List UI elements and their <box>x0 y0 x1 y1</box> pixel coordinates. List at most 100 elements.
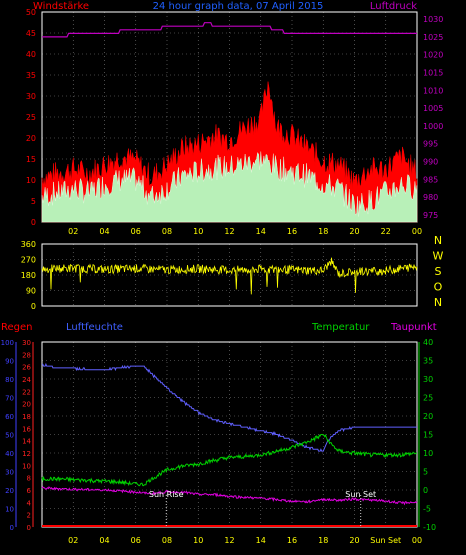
temperature-tick-label: -5 <box>423 505 431 514</box>
panel-frame <box>41 243 418 307</box>
temperature-tick-label: 10 <box>423 449 433 458</box>
rain-tick-label: 4 <box>27 499 32 507</box>
rain-tick-label: 16 <box>22 425 31 433</box>
time-tick-label: 16 <box>287 227 297 236</box>
temperature-tick-label: 30 <box>423 375 433 384</box>
rain-tick-label: 24 <box>22 376 31 384</box>
rain-tick-label: 14 <box>22 438 31 446</box>
temperature-tick-label: -10 <box>423 523 436 532</box>
pressure-tick-label: 1000 <box>423 122 443 131</box>
wind-tick-label: 30 <box>26 92 36 101</box>
pressure-tick-label: 985 <box>423 175 438 184</box>
time-tick-label: 04 <box>99 536 109 545</box>
humidity-tick-label: 30 <box>5 469 14 477</box>
time-tick-label: 12 <box>224 536 234 545</box>
time-tick-label: 16 <box>287 536 297 545</box>
direction-tick-label: 180 <box>21 271 36 280</box>
time-tick-label: 02 <box>68 227 78 236</box>
pressure-tick-label: 1015 <box>423 69 443 78</box>
pressure-tick-label: 980 <box>423 193 438 202</box>
pressure-tick-label: 975 <box>423 211 438 220</box>
wind-average-series <box>41 151 418 223</box>
time-tick-label: 22 <box>381 227 391 236</box>
time-tick-label: 18 <box>318 227 328 236</box>
wind-tick-label: 35 <box>26 71 36 80</box>
time-tick-label: 04 <box>99 227 109 236</box>
humidity-tick-label: 40 <box>5 450 14 458</box>
temperature-tick-label: 35 <box>423 357 433 366</box>
pressure-tick-label: 1025 <box>423 33 443 42</box>
time-tick-label: 20 <box>349 227 359 236</box>
temperature-tick-label: 5 <box>423 468 428 477</box>
dewpoint-legend: Taupunkt <box>390 322 437 333</box>
time-tick-label: 20 <box>349 536 359 545</box>
rain-tick-label: 26 <box>22 364 31 372</box>
time-tick-label: 08 <box>162 227 172 236</box>
wind-tick-label: 10 <box>26 176 36 185</box>
time-tick-label: 00 <box>412 536 422 545</box>
wind-tick-label: 40 <box>26 50 36 59</box>
time-tick-label: 14 <box>256 227 266 236</box>
rain-legend: Regen <box>1 322 33 333</box>
chart-title: 24 hour graph data, 07 April 2015 <box>153 1 324 12</box>
sun-set-label: Sun Set <box>345 490 376 499</box>
temp-humidity-panel: 0102030405060708090100024681012141618202… <box>1 338 436 545</box>
pressure-tick-label: 1030 <box>423 15 443 24</box>
wind-tick-label: 50 <box>26 8 36 17</box>
pressure-tick-label: 1010 <box>423 86 443 95</box>
pressure-tick-label: 1020 <box>423 51 443 60</box>
pressure-tick-label: 995 <box>423 140 438 149</box>
time-tick-label: Sun Set <box>370 536 401 545</box>
wind-tick-label: 45 <box>26 29 36 38</box>
temperature-series <box>41 433 417 487</box>
rain-tick-label: 12 <box>22 450 31 458</box>
wind-pressure-panel: 0510152025303540455097598098599099510001… <box>26 8 444 236</box>
compass-label: N <box>434 296 442 309</box>
humidity-tick-label: 80 <box>5 376 14 384</box>
humidity-tick-label: 70 <box>5 395 14 403</box>
wind-direction-series <box>41 257 418 295</box>
rain-tick-label: 2 <box>27 512 31 520</box>
rain-tick-label: 6 <box>27 487 32 495</box>
time-tick-label: 06 <box>131 536 141 545</box>
rain-tick-label: 8 <box>27 475 31 483</box>
rain-tick-label: 0 <box>27 524 31 532</box>
temperature-legend: Temperatur <box>311 322 370 333</box>
temperature-tick-label: 0 <box>423 486 428 495</box>
wind-tick-label: 0 <box>31 218 36 227</box>
rain-tick-label: 28 <box>22 351 31 359</box>
humidity-tick-label: 20 <box>5 487 14 495</box>
wind-axis-title: Windstärke <box>33 1 89 12</box>
humidity-series <box>42 362 417 452</box>
compass-label: S <box>435 265 442 278</box>
compass-label: N <box>434 234 442 247</box>
time-tick-label: 06 <box>131 227 141 236</box>
time-tick-label: 10 <box>193 227 203 236</box>
time-tick-label: 14 <box>256 536 266 545</box>
dewpoint-series <box>41 486 418 506</box>
direction-tick-label: 270 <box>21 256 36 265</box>
pressure-tick-label: 990 <box>423 157 438 166</box>
time-tick-label: 12 <box>224 227 234 236</box>
pressure-tick-label: 1005 <box>423 104 443 113</box>
humidity-legend: Luftfeuchte <box>66 322 123 333</box>
rain-tick-label: 18 <box>22 413 31 421</box>
temperature-tick-label: 25 <box>423 394 433 403</box>
humidity-tick-label: 100 <box>1 339 14 347</box>
humidity-tick-label: 50 <box>5 432 14 440</box>
time-tick-label: 02 <box>68 536 78 545</box>
rain-tick-label: 10 <box>22 462 31 470</box>
wind-tick-label: 15 <box>26 155 36 164</box>
wind-tick-label: 5 <box>31 197 36 206</box>
pressure-axis-title: Luftdruck <box>370 1 417 12</box>
rain-tick-label: 30 <box>22 339 31 347</box>
direction-tick-label: 0 <box>31 302 36 311</box>
time-tick-label: 08 <box>162 536 172 545</box>
compass-label: O <box>434 281 443 294</box>
wind-tick-label: 20 <box>26 134 36 143</box>
direction-tick-label: 360 <box>21 240 36 249</box>
humidity-tick-label: 60 <box>5 413 14 421</box>
